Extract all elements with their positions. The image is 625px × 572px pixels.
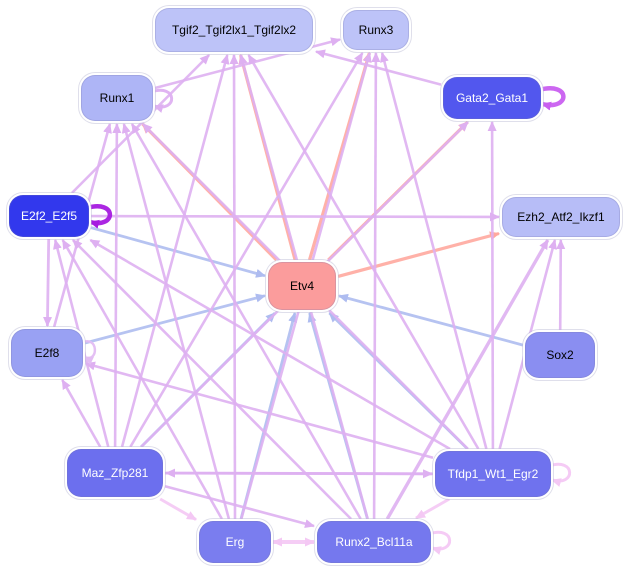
edge-etv4-ezh2 xyxy=(337,231,500,278)
edge-erg-tgif2 xyxy=(229,54,239,520)
node-label: Runx3 xyxy=(358,23,394,37)
edge-tfdp1-tgif2 xyxy=(247,54,480,450)
node-label: Etv4 xyxy=(289,279,314,293)
self-loop-tfdp1 xyxy=(548,462,572,487)
node-label: E2f8 xyxy=(34,346,60,360)
node-label: Runx1 xyxy=(99,91,135,105)
edge-maz-e2f8 xyxy=(61,379,102,448)
edge-maz-runx2 xyxy=(164,485,315,529)
node-label: Runx2_Bcl11a xyxy=(335,535,413,549)
node-erg[interactable]: Erg xyxy=(199,521,271,563)
node-sox2[interactable]: Sox2 xyxy=(525,332,595,378)
edge-maz-tgif2 xyxy=(120,54,230,448)
edge-tfdp1-e2f2 xyxy=(89,238,451,451)
edge-sox2-ezh2 xyxy=(556,239,566,331)
node-label: Tfdp1_Wt1_Egr2 xyxy=(447,467,539,481)
edge-tfdp1-e2f8 xyxy=(85,361,434,459)
edge-runx2-runx3 xyxy=(371,52,381,520)
edge-maz-erg xyxy=(159,497,197,521)
node-label: Sox2 xyxy=(546,348,574,362)
node-gata2[interactable]: Gata2_Gata1 xyxy=(443,77,541,119)
edge-tfdp1-maz xyxy=(165,468,434,478)
self-loop-runx2 xyxy=(428,530,452,555)
node-label: Erg xyxy=(225,535,245,549)
node-runx2[interactable]: Runx2_Bcl11a xyxy=(317,521,431,563)
node-label: E2f2_E2f5 xyxy=(20,209,78,223)
node-label: Maz_Zfp281 xyxy=(81,466,149,480)
node-runx3[interactable]: Runx3 xyxy=(343,10,409,50)
self-loop-e2f2 xyxy=(86,204,113,229)
node-label: Gata2_Gata1 xyxy=(455,91,529,105)
edge-tfdp1-runx3 xyxy=(380,52,488,450)
node-runx1[interactable]: Runx1 xyxy=(81,75,153,121)
edge-e2f2-ezh2 xyxy=(90,212,500,222)
edge-e2f2-e2f8 xyxy=(43,238,53,327)
node-etv4[interactable]: Etv4 xyxy=(268,262,336,310)
node-ezh2[interactable]: Ezh2_Atf2_Ikzf1 xyxy=(502,197,620,237)
self-loop-runx1 xyxy=(150,88,174,113)
edge-sox2-etv4 xyxy=(338,293,524,347)
edge-maz-runx1 xyxy=(112,123,122,448)
edge-tfdp1-gata2 xyxy=(487,121,497,450)
node-label: Ezh2_Atf2_Ikzf1 xyxy=(517,210,605,224)
self-loop-gata2 xyxy=(538,86,566,111)
node-e2f2[interactable]: E2f2_E2f5 xyxy=(9,195,89,237)
node-tgif2[interactable]: Tgif2_Tgif2lx1_Tgif2lx2 xyxy=(155,8,313,52)
edge-erg-runx1 xyxy=(121,123,231,520)
edge-maz-runx3 xyxy=(129,52,364,448)
edge-runx2-runx1 xyxy=(130,123,362,520)
edge-tfdp1-runx2 xyxy=(415,497,451,520)
node-label: Tgif2_Tgif2lx1_Tgif2lx2 xyxy=(171,23,297,37)
node-maz[interactable]: Maz_Zfp281 xyxy=(67,449,163,497)
node-e2f8[interactable]: E2f8 xyxy=(11,329,83,377)
edge-e2f2-tgif2 xyxy=(70,54,211,194)
edge-gata2-tgif2 xyxy=(315,49,442,86)
node-tfdp1[interactable]: Tfdp1_Wt1_Egr2 xyxy=(435,451,551,497)
self-loop-e2f8 xyxy=(80,340,97,365)
